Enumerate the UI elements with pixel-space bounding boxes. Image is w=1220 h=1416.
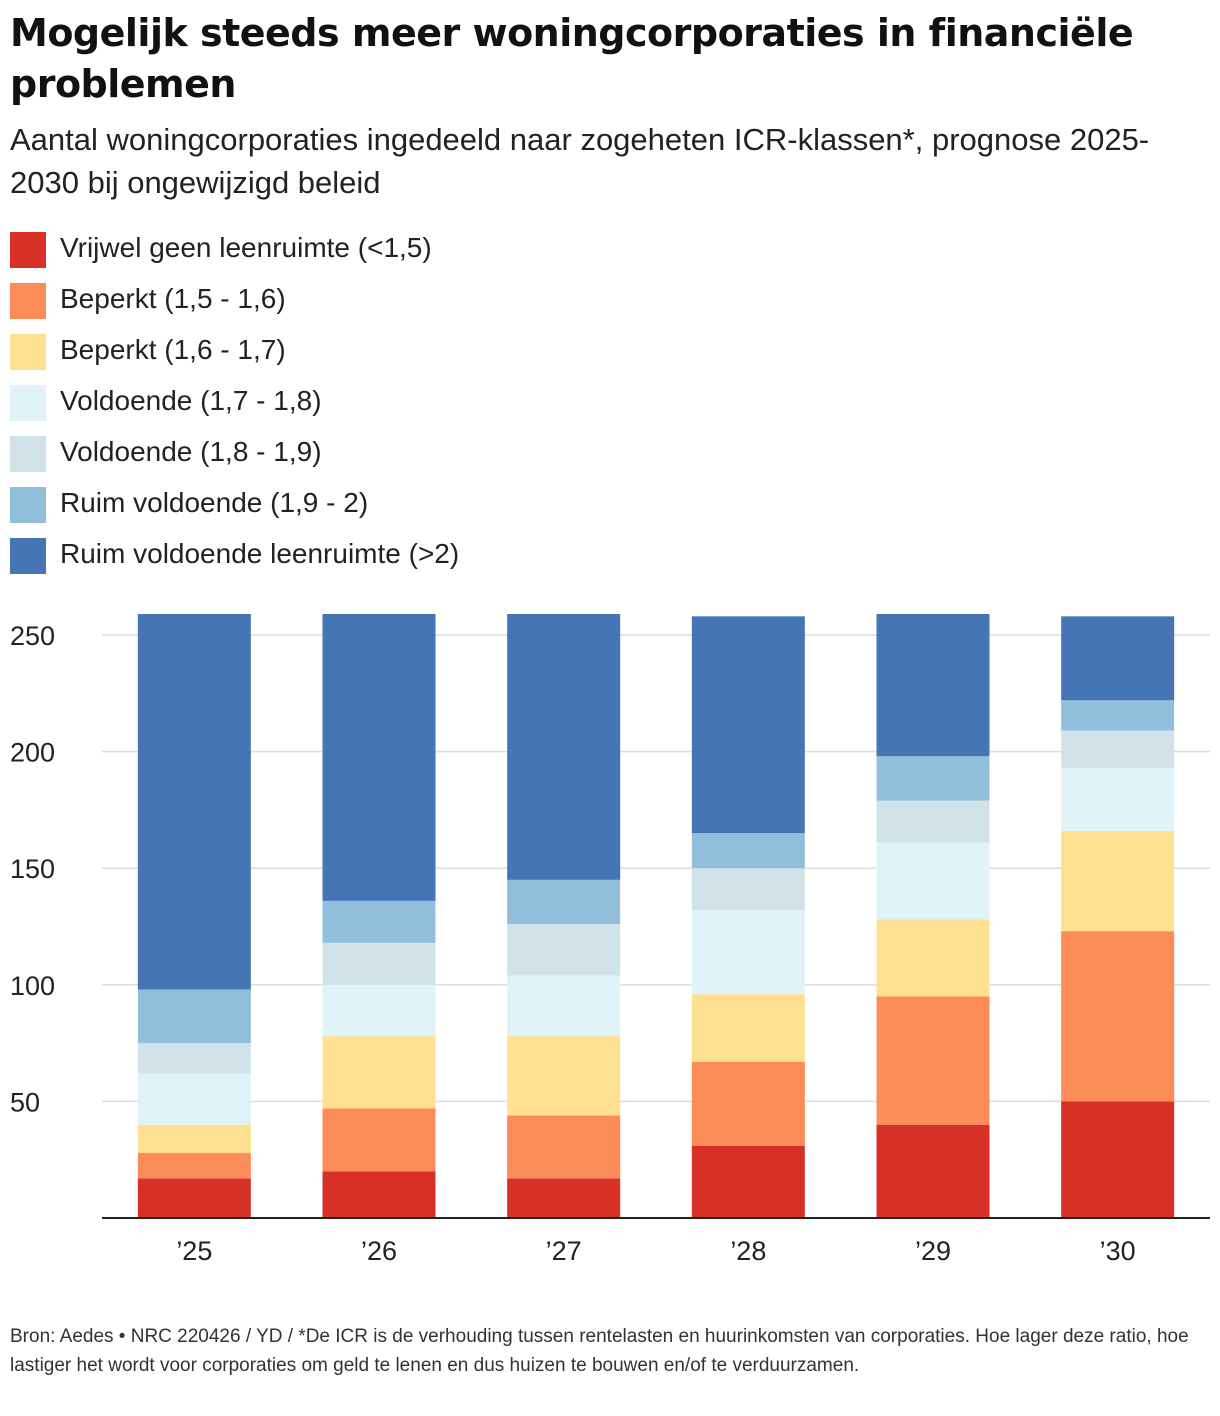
bar-segment [1061, 730, 1175, 768]
bar-segment [507, 1036, 621, 1116]
bar-segment [137, 1178, 251, 1218]
bar-segment [507, 879, 621, 925]
bar-segment [691, 1145, 805, 1218]
bar-segment [1061, 616, 1175, 701]
bar-segment [876, 919, 990, 997]
bar-segment [322, 1171, 436, 1218]
bar-segment [137, 614, 251, 990]
bar-segment [507, 975, 621, 1037]
legend-swatch [10, 283, 46, 319]
bar-segment [137, 989, 251, 1044]
x-tick-label: ’25 [176, 1236, 212, 1266]
legend-swatch [10, 385, 46, 421]
y-tick-label: 50 [10, 1087, 40, 1117]
y-tick-label: 150 [10, 854, 55, 884]
bar-segment [137, 1152, 251, 1179]
legend-label: Ruim voldoende leenruimte (>2) [60, 538, 460, 569]
x-tick-label: ’26 [361, 1236, 397, 1266]
bar-segment [507, 614, 621, 880]
bar-segment [507, 924, 621, 976]
bar-segment [691, 1061, 805, 1146]
chart-title: Mogelijk steeds meer woningcorporaties i… [10, 11, 1134, 106]
bar-segment [876, 800, 990, 843]
bar-segment [322, 942, 436, 985]
legend-label: Beperkt (1,5 - 1,6) [60, 283, 286, 314]
source-note: Bron: Aedes • NRC 220426 / YD / *De ICR … [10, 1326, 1189, 1376]
bar-segment [876, 756, 990, 801]
x-tick-label: ’28 [730, 1236, 766, 1266]
legend-label: Voldoende (1,7 - 1,8) [60, 385, 322, 416]
chart-subtitle: Aantal woningcorporaties ingedeeld naar … [10, 122, 1150, 200]
bar-segment [137, 1043, 251, 1074]
legend-swatch [10, 436, 46, 472]
legend-label: Beperkt (1,6 - 1,7) [60, 334, 286, 365]
bar-segment [691, 616, 805, 834]
bar-segment [137, 1073, 251, 1125]
bar-segment [691, 910, 805, 995]
legend-label: Vrijwel geen leenruimte (<1,5) [60, 232, 432, 263]
bar-segment [691, 994, 805, 1062]
bar-segment [876, 842, 990, 920]
bar-segment [1061, 830, 1175, 932]
x-tick-label: ’29 [915, 1236, 951, 1266]
bar-segment [691, 868, 805, 911]
bar-segment [137, 1124, 251, 1153]
bar-segment [1061, 700, 1175, 731]
y-tick-label: 200 [10, 738, 55, 768]
legend-swatch [10, 232, 46, 268]
legend-swatch [10, 487, 46, 523]
bar-segment [876, 1124, 990, 1218]
x-tick-label: ’30 [1100, 1236, 1136, 1266]
bar-segment [1061, 1101, 1175, 1218]
bar-segment [322, 1036, 436, 1109]
y-tick-label: 100 [10, 971, 55, 1001]
legend-swatch [10, 334, 46, 370]
bar-segment [691, 833, 805, 869]
bar-segment [876, 614, 990, 757]
bar-segment [322, 614, 436, 901]
legend-label: Ruim voldoende (1,9 - 2) [60, 487, 369, 518]
legend-label: Voldoende (1,8 - 1,9) [60, 436, 322, 467]
legend-swatch [10, 538, 46, 574]
bar-segment [876, 996, 990, 1125]
bar-segment [1061, 767, 1175, 831]
x-tick-label: ’27 [546, 1236, 582, 1266]
bar-segment [1061, 931, 1175, 1102]
bar-segment [507, 1115, 621, 1179]
bar-segment [507, 1178, 621, 1218]
y-tick-label: 250 [10, 621, 55, 651]
bar-segment [322, 1108, 436, 1172]
bar-segment [322, 984, 436, 1037]
bar-segment [322, 900, 436, 943]
stacked-bar-chart: 50 100 150 200 250 ’25 ’26 ’27 ’28 ’29 ’30 [10, 614, 1210, 1266]
